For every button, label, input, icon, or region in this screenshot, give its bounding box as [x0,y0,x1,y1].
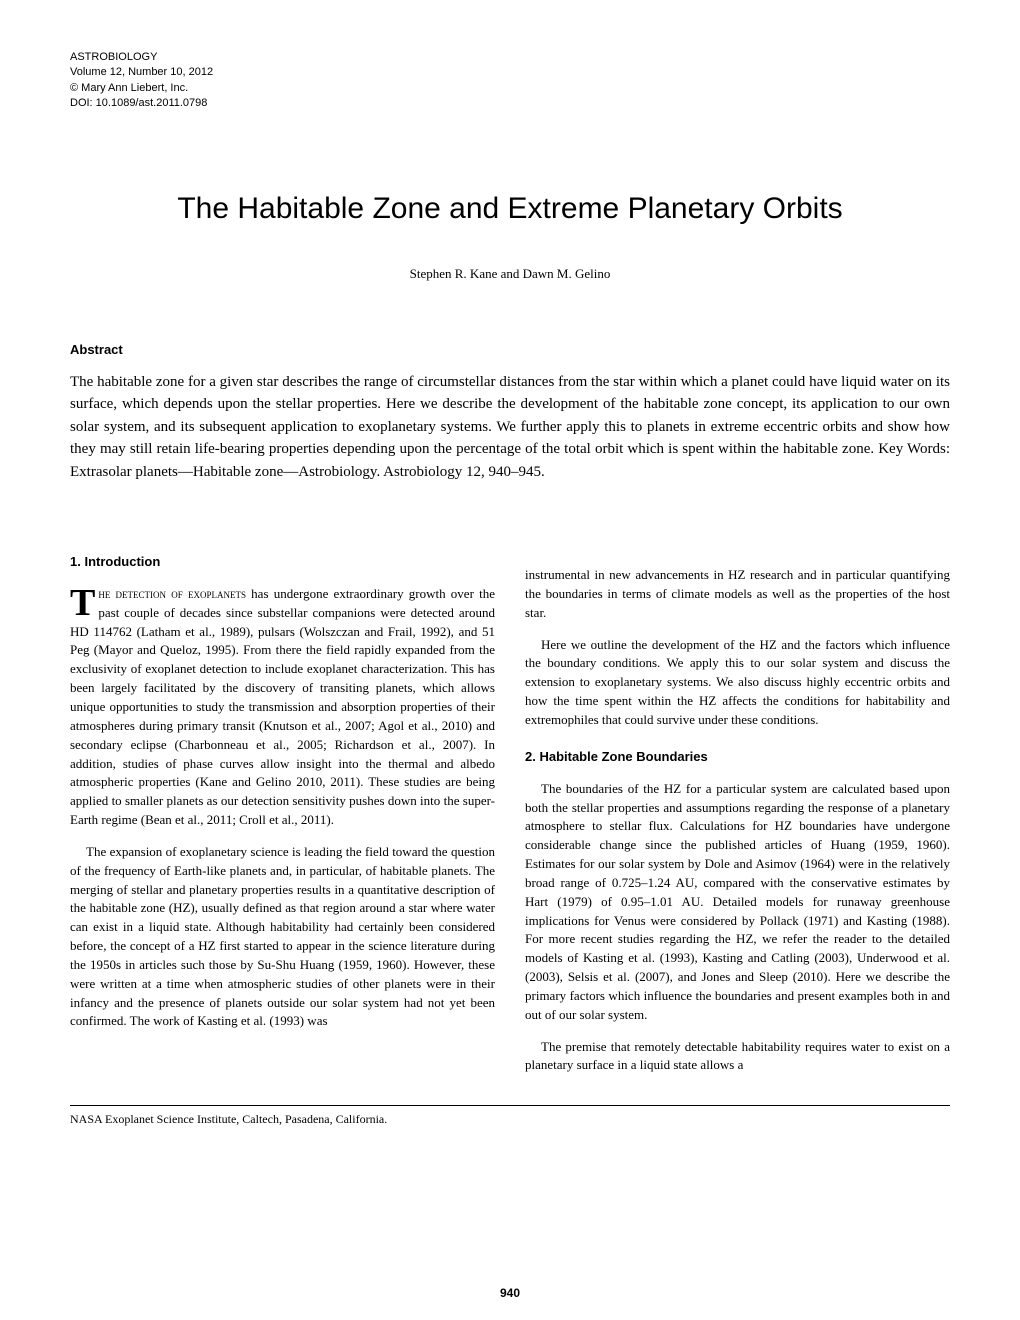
right-column: instrumental in new advancements in HZ r… [525,553,950,1075]
hz-p2: The premise that remotely detectable hab… [525,1038,950,1076]
intro-p2-cont: instrumental in new advancements in HZ r… [525,566,950,623]
intro-p3: Here we outline the development of the H… [525,636,950,730]
page-number: 940 [0,1286,1020,1300]
section-2-heading: 2. Habitable Zone Boundaries [525,748,950,767]
abstract-heading: Abstract [70,342,950,357]
intro-p1: The detection of exoplanets has undergon… [70,585,495,830]
left-column: 1. Introduction The detection of exoplan… [70,553,495,1075]
section-1-heading: 1. Introduction [70,553,495,572]
intro-p1-rest: has undergone extraordinary growth over … [70,586,495,827]
intro-p1-lead: The detection of exoplanets [98,586,246,601]
doi-line: DOI: 10.1089/ast.2011.0798 [70,96,950,111]
copyright-line: © Mary Ann Liebert, Inc. [70,81,950,96]
body-columns: 1. Introduction The detection of exoplan… [70,553,950,1075]
page-container: ASTROBIOLOGY Volume 12, Number 10, 2012 … [0,0,1020,1320]
journal-header: ASTROBIOLOGY Volume 12, Number 10, 2012 … [70,50,950,112]
journal-name: ASTROBIOLOGY [70,50,950,65]
article-title: The Habitable Zone and Extreme Planetary… [70,192,950,226]
intro-p2: The expansion of exoplanetary science is… [70,843,495,1031]
author-line: Stephen R. Kane and Dawn M. Gelino [70,266,950,282]
abstract-text: The habitable zone for a given star desc… [70,371,950,484]
volume-info: Volume 12, Number 10, 2012 [70,65,950,80]
affiliation-footer: NASA Exoplanet Science Institute, Caltec… [70,1105,950,1127]
hz-p1: The boundaries of the HZ for a particula… [525,780,950,1025]
